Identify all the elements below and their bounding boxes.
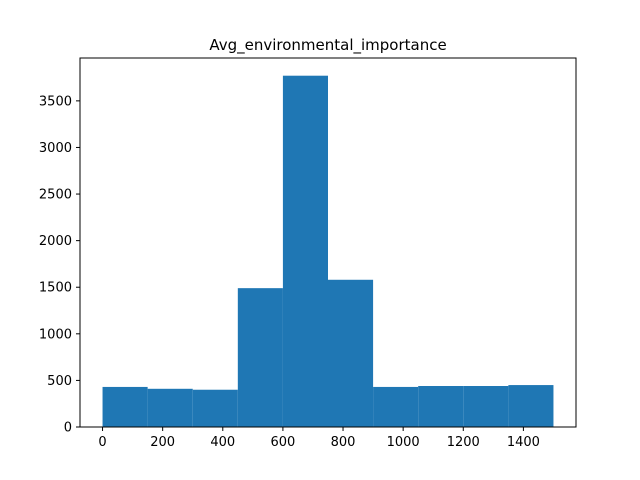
histogram-bar [373, 386, 419, 427]
y-tick-label: 1000 [39, 327, 72, 342]
x-tick-label: 1200 [447, 435, 480, 450]
x-tick-label: 200 [150, 435, 175, 450]
histogram-bar [463, 386, 509, 427]
plot-frame [79, 57, 577, 428]
x-tick-label: 800 [331, 435, 356, 450]
histogram-bar [328, 279, 374, 427]
y-tick-label: 3000 [39, 141, 72, 156]
histogram-bar [102, 386, 148, 427]
y-tick-label: 2000 [39, 234, 72, 249]
y-tick-label: 0 [64, 421, 72, 436]
histogram-bar [418, 386, 464, 427]
bars-group [102, 75, 554, 428]
x-tick-label: 1000 [387, 435, 420, 450]
y-tick-label: 3500 [39, 94, 72, 109]
histogram-bar [192, 389, 238, 427]
x-tick-label: 1400 [507, 435, 540, 450]
y-tick-label: 500 [47, 374, 72, 389]
histogram-bar [147, 388, 193, 427]
x-axis: 0 200 400 600 800 1000 1200 1400 [98, 427, 540, 450]
x-tick-label: 400 [210, 435, 235, 450]
histogram-bar [237, 288, 283, 427]
y-tick-label: 1500 [39, 281, 72, 296]
y-tick-label: 2500 [39, 188, 72, 203]
x-tick-label: 600 [270, 435, 295, 450]
chart-title: Avg_environmental_importance [209, 36, 446, 55]
histogram-bar [282, 75, 328, 428]
histogram-bar [508, 385, 554, 427]
y-axis: 0 500 1000 1500 2000 2500 3000 3500 [39, 94, 80, 436]
x-tick-label: 0 [98, 435, 106, 450]
